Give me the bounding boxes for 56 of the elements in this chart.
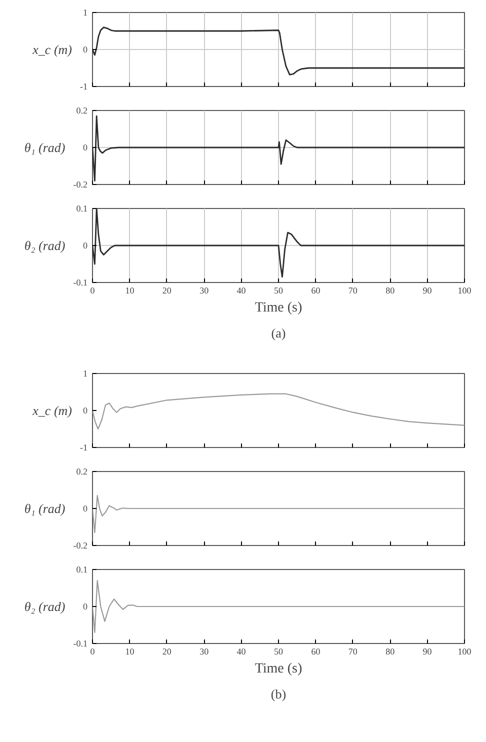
x-tick-label: 30 [200, 286, 210, 296]
x-axis-title: Time (s) [254, 300, 302, 316]
line-series [92, 580, 464, 633]
text: (b) [270, 686, 286, 702]
x-tick-label: 90 [422, 286, 432, 296]
y-tick-label: 0 [83, 44, 88, 54]
x-tick-label: 0 [90, 646, 96, 656]
x-tick-label: 70 [348, 646, 358, 656]
y-tick-label: -0.1 [73, 278, 88, 288]
y-axis-title: θ₂ (rad) [24, 238, 66, 253]
y-tick-label: 1 [83, 368, 88, 378]
y-axis-title: θ₁ (rad) [24, 140, 66, 155]
x-axis-title: Time (s) [254, 662, 302, 676]
y-tick-label: -0.1 [73, 638, 88, 648]
y-tick-label: 0.2 [76, 466, 88, 476]
y-tick-label: 0 [83, 142, 88, 152]
y-tick-label: 0.1 [76, 204, 88, 214]
x-tick-label: 50 [274, 286, 284, 296]
line-series [92, 393, 464, 430]
line-series [92, 26, 464, 76]
y-tick-label: -0.2 [73, 180, 88, 190]
y-axis-title: θ₁ (rad) [24, 501, 66, 516]
text: (a) [271, 326, 286, 340]
y-tick-label: 0 [83, 504, 88, 514]
y-tick-label: -1 [80, 442, 88, 452]
y-tick-label: -1 [80, 82, 88, 92]
x-tick-label: 100 [458, 646, 472, 656]
x-tick-label: 80 [386, 286, 396, 296]
x-tick-label: 60 [311, 286, 321, 296]
x-tick-label: 60 [311, 646, 321, 656]
y-tick-label: 1 [83, 8, 88, 18]
x-tick-label: 20 [162, 646, 172, 656]
y-axis-title: θ₂ (rad) [24, 599, 66, 614]
x-tick-label: 40 [236, 286, 246, 296]
x-tick-label: 100 [458, 286, 472, 296]
x-tick-label: 80 [386, 646, 396, 656]
x-tick-label: 10 [125, 286, 135, 296]
x-tick-label: 30 [200, 646, 210, 656]
line-series [92, 208, 464, 278]
x-tick-label: 0 [90, 286, 96, 296]
y-tick-label: 0 [83, 602, 88, 612]
x-tick-label: 90 [422, 646, 432, 656]
x-tick-label: 70 [348, 286, 358, 296]
line-series [92, 115, 464, 182]
y-axis-title: x_c (m) [32, 42, 72, 57]
x-tick-label: 40 [236, 646, 246, 656]
line-series [92, 495, 464, 534]
x-tick-label: 10 [125, 646, 135, 656]
y-tick-label: -0.2 [73, 540, 88, 550]
x-tick-label: 20 [162, 286, 172, 296]
y-tick-label: 0.2 [76, 106, 88, 116]
y-tick-label: 0 [83, 240, 88, 250]
y-axis-title: x_c (m) [32, 403, 72, 418]
y-tick-label: 0.1 [76, 564, 88, 574]
x-tick-label: 50 [274, 646, 284, 656]
y-tick-label: 0 [83, 406, 88, 416]
